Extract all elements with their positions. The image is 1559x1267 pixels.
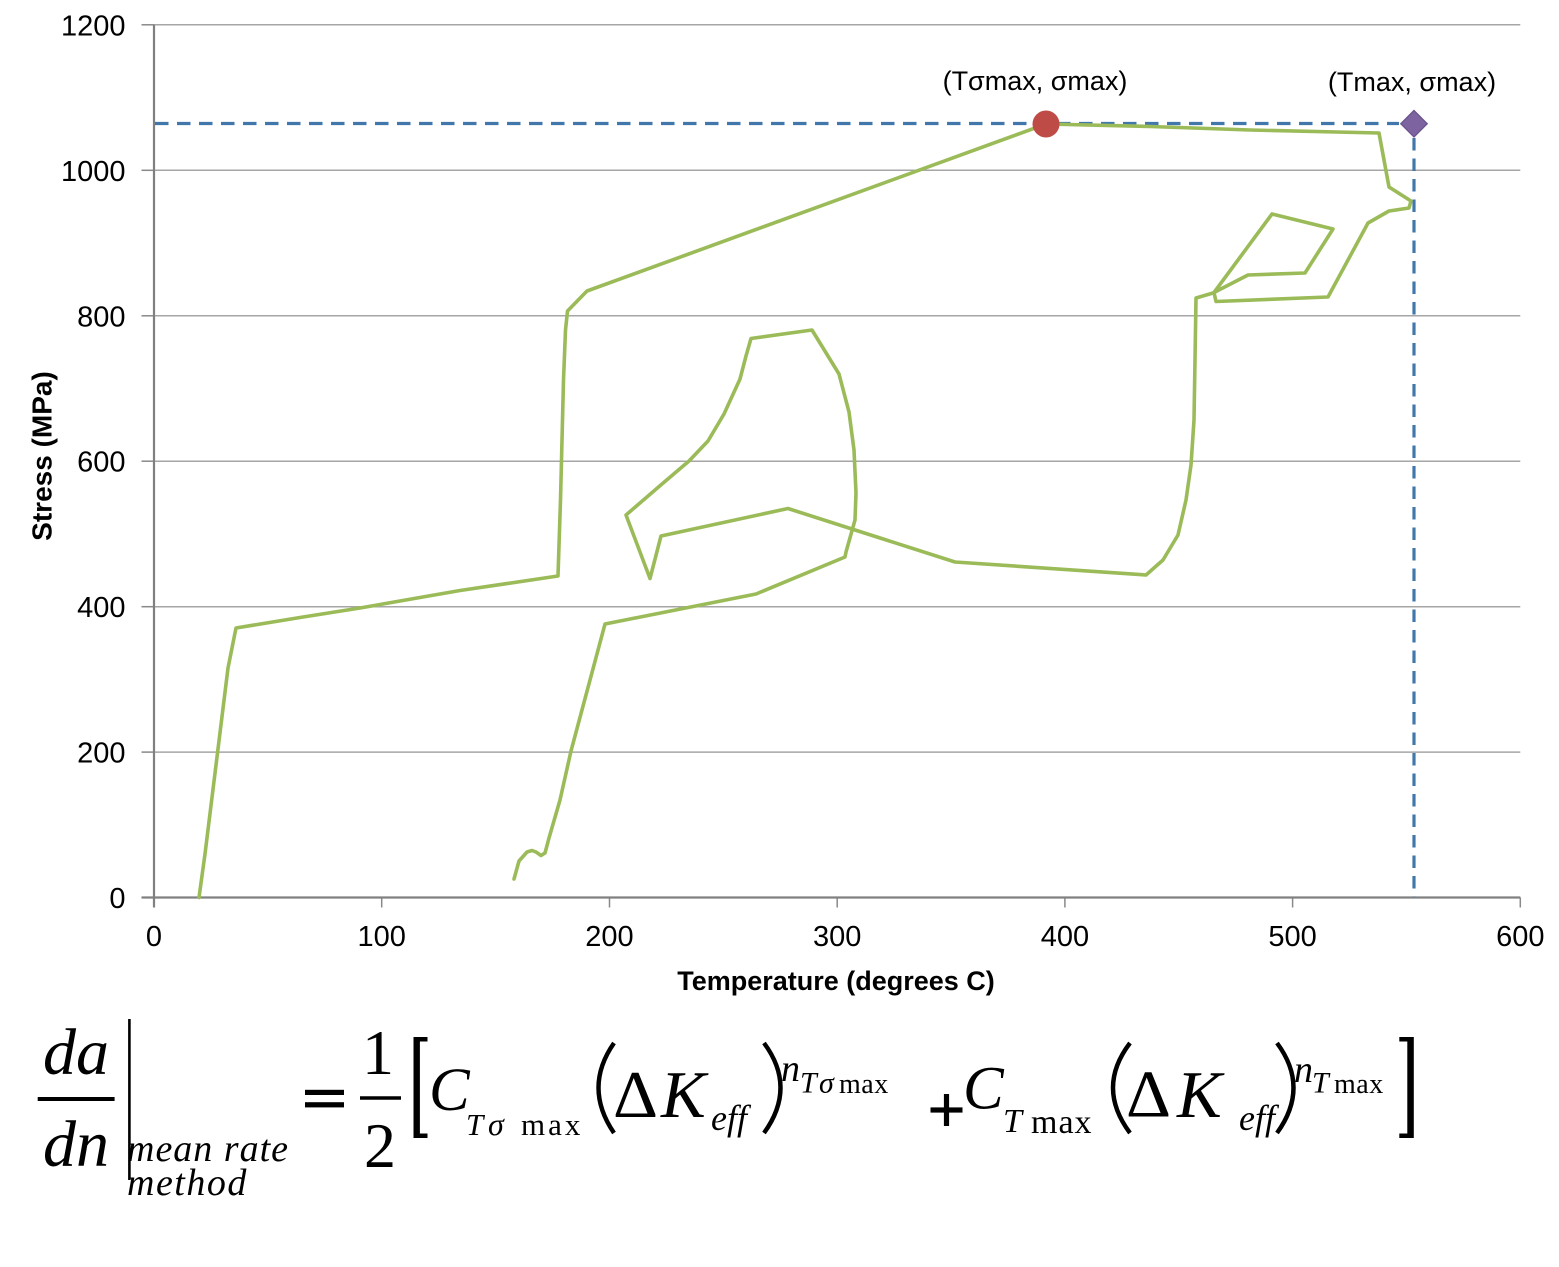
svg-text:600: 600 — [1496, 921, 1544, 953]
svg-text:max: max — [1334, 1069, 1384, 1100]
svg-text:K: K — [1176, 1058, 1225, 1132]
svg-text:max: max — [1031, 1104, 1093, 1141]
svg-text:1: 1 — [362, 1017, 394, 1088]
svg-text:da: da — [43, 1016, 109, 1089]
svg-text:2: 2 — [364, 1110, 396, 1181]
svg-text:σ: σ — [819, 1067, 835, 1100]
svg-text:n: n — [781, 1048, 800, 1090]
svg-text:σ: σ — [488, 1106, 505, 1142]
svg-text:800: 800 — [77, 301, 125, 333]
svg-text:mean rate: mean rate — [127, 1128, 289, 1170]
svg-text:T: T — [1312, 1067, 1331, 1100]
svg-text:C: C — [429, 1057, 471, 1124]
svg-text:1200: 1200 — [61, 10, 126, 42]
svg-text:400: 400 — [1041, 921, 1089, 953]
svg-text:1000: 1000 — [61, 156, 126, 188]
svg-text:method: method — [127, 1162, 248, 1204]
svg-text:0: 0 — [146, 921, 162, 953]
svg-text:T: T — [800, 1067, 819, 1100]
svg-text:Temperature (degrees C): Temperature (degrees C) — [677, 966, 995, 996]
svg-text:400: 400 — [77, 592, 125, 624]
svg-text:K: K — [660, 1058, 709, 1132]
svg-text:600: 600 — [77, 447, 125, 479]
svg-text:Δ: Δ — [1126, 1058, 1171, 1132]
svg-text:T: T — [466, 1107, 486, 1142]
svg-text:dn: dn — [43, 1108, 109, 1181]
svg-text:(Tmax, σmax): (Tmax, σmax) — [1328, 67, 1496, 97]
svg-text:Stress (MPa): Stress (MPa) — [27, 371, 58, 541]
svg-text:500: 500 — [1268, 921, 1316, 953]
svg-text:max: max — [839, 1069, 889, 1100]
svg-text:0: 0 — [109, 883, 125, 915]
svg-text:100: 100 — [358, 921, 406, 953]
svg-text:300: 300 — [813, 921, 861, 953]
svg-text:T: T — [1003, 1103, 1024, 1140]
svg-text:eff: eff — [1239, 1098, 1280, 1138]
svg-text:C: C — [963, 1056, 1005, 1123]
svg-text:(Tσmax, σmax): (Tσmax, σmax) — [943, 66, 1128, 96]
svg-text:200: 200 — [585, 921, 633, 953]
svg-text:eff: eff — [711, 1098, 752, 1138]
svg-text:n: n — [1294, 1049, 1313, 1091]
svg-text:max: max — [521, 1107, 583, 1142]
svg-text:200: 200 — [77, 738, 125, 770]
svg-text:Δ: Δ — [613, 1058, 658, 1132]
